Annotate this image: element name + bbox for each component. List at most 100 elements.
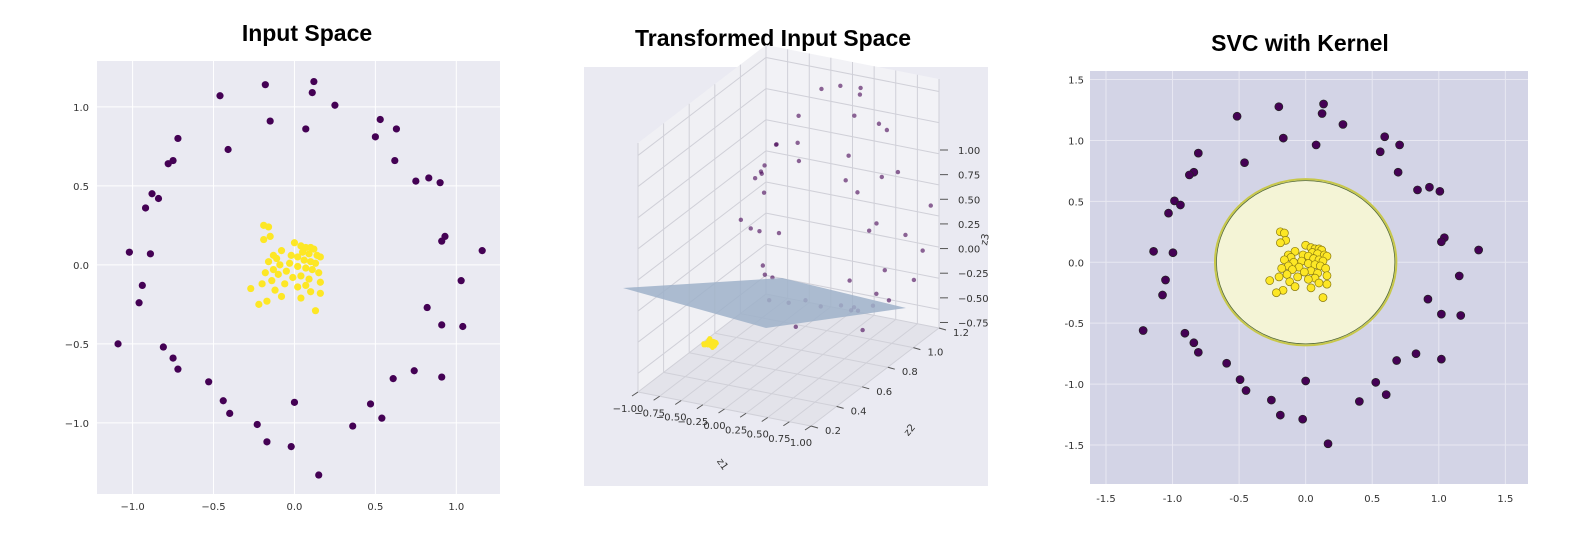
data-point-inner <box>1282 270 1292 279</box>
data-point-outer <box>762 163 767 168</box>
chart-transformed-space: −1.00−0.75−0.50−0.250.00 0.25 0.50 0.75 1.00… <box>584 45 992 486</box>
x-tick-label: 1.0 <box>1431 494 1447 505</box>
data-point-inner <box>706 337 711 342</box>
data-point-outer <box>389 375 397 383</box>
data-point-outer <box>886 298 892 303</box>
data-point-inner <box>710 345 715 351</box>
data-point-outer <box>478 247 486 255</box>
data-point-outer <box>391 156 399 165</box>
z3-tick-label: 0.50 <box>958 195 980 206</box>
data-point-outer <box>371 133 379 141</box>
data-point-inner <box>277 247 286 255</box>
z2-tick-mark <box>862 386 870 390</box>
data-point-inner <box>289 273 297 282</box>
data-point-outer <box>1180 328 1190 338</box>
y-tick-label: 1.5 <box>1068 76 1084 87</box>
data-point-inner <box>285 259 294 267</box>
data-point-outer <box>135 299 143 307</box>
x-tick-label: 0.5 <box>1364 494 1380 505</box>
z1-tick-mark <box>653 395 660 401</box>
floor-gridline <box>689 352 863 388</box>
data-point-outer <box>1423 294 1433 304</box>
data-point-outer <box>761 190 767 195</box>
data-point-outer <box>911 277 917 283</box>
z3-tick-label: 0.00 <box>958 245 980 256</box>
data-point-outer <box>1435 186 1445 196</box>
z3-axis-label: z3 <box>979 233 992 246</box>
data-point-outer <box>1232 111 1242 121</box>
data-point-outer <box>1176 200 1185 210</box>
data-point-inner <box>264 223 273 231</box>
data-point-outer <box>114 340 122 348</box>
data-point-outer <box>125 248 133 256</box>
data-point-inner <box>268 277 276 285</box>
x-tick-label: -0.5 <box>1229 494 1249 505</box>
data-point-inner <box>277 292 286 301</box>
z3-tick-label: 0.25 <box>958 220 980 231</box>
data-point-outer <box>302 125 310 133</box>
back-gridline <box>765 274 940 310</box>
data-point-outer <box>1193 148 1203 158</box>
data-point-outer <box>263 438 271 446</box>
data-point-outer <box>793 324 798 330</box>
data-point-outer <box>138 281 146 290</box>
data-point-outer <box>224 145 232 154</box>
back-gridline <box>765 119 940 155</box>
data-point-inner <box>1265 276 1275 285</box>
data-point-outer <box>1158 290 1167 300</box>
z2-tick-label: 0.2 <box>825 426 841 437</box>
y-tick-label: 0.0 <box>1068 258 1084 269</box>
data-point-inner <box>276 261 284 269</box>
x-tick-label: 1.0 <box>448 502 464 513</box>
z1-tick-mark <box>739 412 747 418</box>
data-point-outer <box>1240 158 1249 168</box>
data-point-outer <box>308 89 316 97</box>
data-point-outer <box>457 277 465 285</box>
x-tick-label: 0.0 <box>287 502 303 513</box>
data-point-outer <box>148 190 156 198</box>
data-point-inner <box>1322 271 1332 281</box>
z1-tick-mark <box>718 408 725 414</box>
data-point-outer <box>1371 377 1381 387</box>
decision-boundary <box>1213 178 1398 347</box>
chart-input-space: −1.0 −0.5 0.0 0.5 1.0 1.0 0.5 0.0 −0.5 −1.0 <box>65 61 500 513</box>
data-point-outer <box>795 140 800 146</box>
data-point-outer <box>436 179 444 187</box>
z1-tick-label: −0.50 <box>656 413 687 424</box>
data-point-outer <box>762 272 768 277</box>
data-point-outer <box>752 175 758 181</box>
z2-tick-mark <box>887 366 895 370</box>
data-point-outer <box>855 190 860 195</box>
left-gridline <box>637 150 767 250</box>
data-point-inner <box>1303 274 1313 284</box>
data-point-outer <box>226 409 234 418</box>
data-point-inner <box>273 254 281 263</box>
data-point-inner <box>311 307 320 315</box>
data-point-outer <box>874 291 879 296</box>
data-point-inner <box>290 239 299 247</box>
data-point-inner <box>305 275 313 283</box>
data-point-outer <box>757 228 762 234</box>
data-point-outer <box>857 92 863 97</box>
data-point-outer <box>1311 140 1321 150</box>
data-point-inner <box>316 253 324 261</box>
data-point-outer <box>1274 102 1284 112</box>
back-gridline <box>765 150 940 186</box>
data-point-outer <box>1323 439 1333 449</box>
data-point-outer <box>1437 309 1446 319</box>
y-tick-label: 0.5 <box>1068 197 1084 208</box>
z2-tick-label: 0.4 <box>851 406 867 417</box>
data-point-inner <box>316 278 324 286</box>
data-point-outer <box>1393 167 1403 177</box>
floor-gridline <box>810 327 940 427</box>
left-gridline <box>637 57 767 156</box>
chart-title-input-space: Input Space <box>241 20 373 46</box>
data-point-outer <box>438 321 446 329</box>
data-point-outer <box>174 365 182 373</box>
z1-tick-label: 0.75 <box>768 434 790 445</box>
data-point-inner <box>297 294 305 302</box>
z1-tick-mark <box>761 417 769 422</box>
z3-tick-label: 0.75 <box>958 171 980 182</box>
floor-gridline <box>702 306 832 406</box>
data-point-outer <box>1267 395 1276 405</box>
